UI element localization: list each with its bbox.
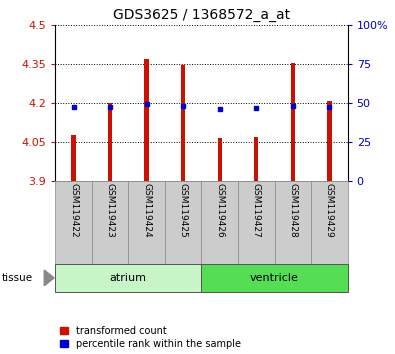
- Text: tissue: tissue: [2, 273, 33, 283]
- Bar: [291, 63, 295, 181]
- Bar: [311, 181, 348, 264]
- Bar: [145, 58, 149, 181]
- Bar: [254, 137, 258, 181]
- Bar: [128, 181, 165, 264]
- Bar: [218, 138, 222, 181]
- Bar: [201, 181, 238, 264]
- Bar: [327, 101, 331, 181]
- Title: GDS3625 / 1368572_a_at: GDS3625 / 1368572_a_at: [113, 8, 290, 22]
- Text: GSM119424: GSM119424: [142, 183, 151, 238]
- Text: GSM119422: GSM119422: [69, 183, 78, 238]
- Text: GSM119426: GSM119426: [215, 183, 224, 238]
- Bar: [55, 264, 201, 292]
- Polygon shape: [44, 270, 54, 286]
- Text: GSM119429: GSM119429: [325, 183, 334, 238]
- Bar: [92, 181, 128, 264]
- Bar: [238, 181, 275, 264]
- Text: GSM119423: GSM119423: [105, 183, 115, 238]
- Text: atrium: atrium: [110, 273, 147, 283]
- Text: ventricle: ventricle: [250, 273, 299, 283]
- Text: GSM119425: GSM119425: [179, 183, 188, 238]
- Bar: [165, 181, 201, 264]
- Bar: [275, 181, 311, 264]
- Bar: [201, 264, 348, 292]
- Text: GSM119428: GSM119428: [288, 183, 297, 238]
- Bar: [71, 135, 76, 181]
- Text: GSM119427: GSM119427: [252, 183, 261, 238]
- Legend: transformed count, percentile rank within the sample: transformed count, percentile rank withi…: [60, 326, 241, 349]
- Bar: [55, 181, 92, 264]
- Bar: [181, 65, 185, 181]
- Bar: [108, 103, 112, 181]
